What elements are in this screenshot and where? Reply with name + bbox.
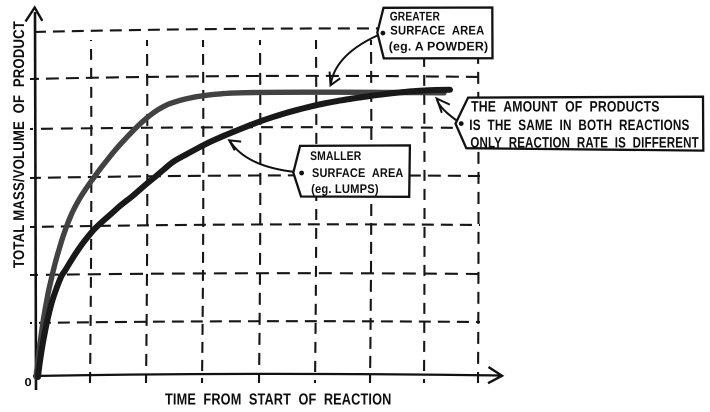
svg-text:SMALLER: SMALLER — [310, 149, 361, 163]
svg-text:THE AMOUNT OF PRODUCTS: THE AMOUNT OF PRODUCTS — [471, 98, 659, 115]
svg-text:0: 0 — [25, 377, 32, 389]
svg-text:ONLY REACTION RATE IS DIFF: ONLY REACTION RATE IS DIFFERENT — [470, 134, 698, 151]
svg-text:IS THE SAME IN BOTH REACT: IS THE SAME IN BOTH REACTIONS — [469, 117, 689, 134]
svg-text:(eg. A POWDER): (eg. A POWDER) — [389, 39, 489, 53]
svg-text:TIME FROM START OF REACTIO: TIME FROM START OF REACTION — [165, 392, 392, 409]
svg-text:SURFACE AREA: SURFACE AREA — [312, 166, 404, 180]
svg-text:SURFACE AREA: SURFACE AREA — [390, 24, 484, 38]
svg-text:TOTAL MASS/VOLUME OF PRODUCT: TOTAL MASS/VOLUME OF PRODUCT — [11, 21, 28, 268]
svg-text:GREATER: GREATER — [390, 10, 440, 24]
svg-text:(eg. LUMPS): (eg. LUMPS) — [311, 182, 379, 196]
